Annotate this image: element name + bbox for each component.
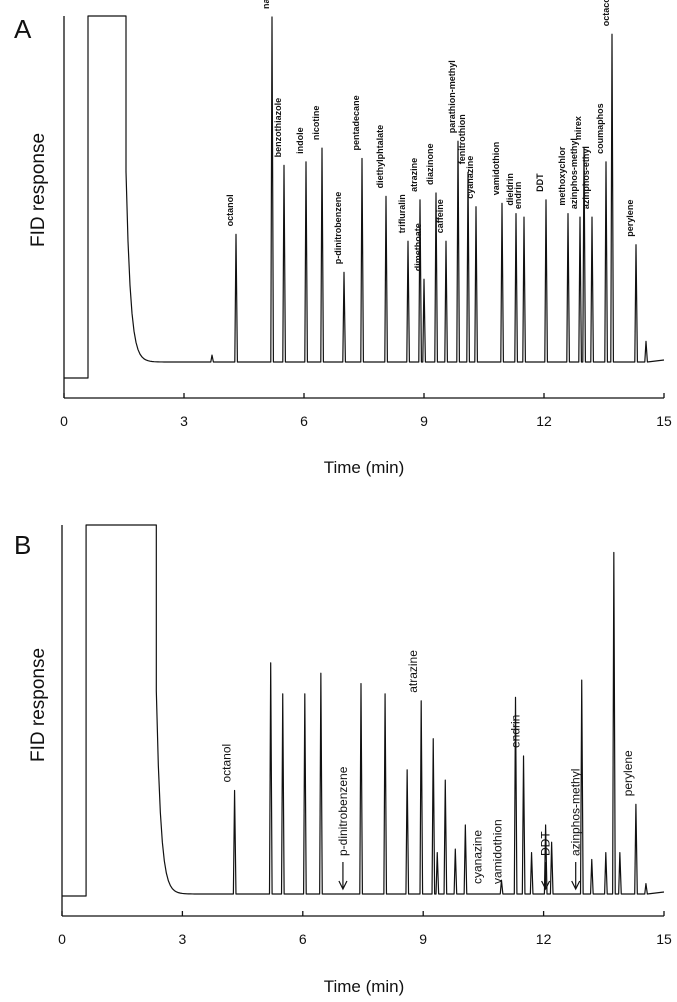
panel-b-x-tick-label: 0 <box>58 931 66 947</box>
peak-label-nicotine: nicotine <box>311 106 321 141</box>
peak-label-perylene: perylene <box>621 750 635 796</box>
peak-label-parathion-methyl: parathion-methyl <box>447 60 457 133</box>
panel-a-x-tick-label: 3 <box>180 413 188 429</box>
peak-label-octanol: octanol <box>225 194 235 226</box>
annotation-label-cyanazine: cyanazine <box>470 830 484 884</box>
peak-label-dimethoate: dimethoate <box>413 223 423 271</box>
peak-label-methoxychlor: methoxychlor <box>557 146 567 206</box>
panel-b-x-tick-label: 3 <box>179 931 187 947</box>
panel-b-peak-labels: octanol atrazine endrin perylene <box>220 650 635 797</box>
peak-label-perylene: perylene <box>625 200 635 237</box>
peak-label-naphtalene: naphtalene <box>261 0 271 9</box>
peak-label-ddt: DDT <box>535 173 545 192</box>
peak-label-octanol: octanol <box>220 744 234 783</box>
panel-a-x-tick-label: 6 <box>300 413 308 429</box>
panel-b-chromatogram: B FID response 0 3 6 9 12 15 octanol atrazine e… <box>14 524 672 996</box>
peak-label-atrazine: atrazine <box>409 158 419 192</box>
peak-label-trifluralin: trifluralin <box>397 194 407 233</box>
panel-a-x-axis-label: Time (min) <box>324 458 405 477</box>
peak-label-dieldrin: dieldrin <box>505 173 515 206</box>
panel-a-x-tick-label: 12 <box>536 413 552 429</box>
panel-b-x-tick-label: 9 <box>419 931 427 947</box>
annotation-arrowhead <box>571 880 581 891</box>
peak-label-azinphos-methyl: azinphos-methyl <box>569 138 579 209</box>
peak-label-diethylphtalate: diethylphtalate <box>375 125 385 189</box>
panel-b-x-tick-label: 15 <box>656 931 672 947</box>
peak-label-atrazine: atrazine <box>406 650 420 693</box>
peak-label-benzothiazole: benzothiazole <box>273 98 283 158</box>
panel-b-annotations: p-dinitrobenzene cyanazine vamidothion DDT a… <box>336 766 583 891</box>
annotation-label-azinphos-methyl: azinphos-methyl <box>569 769 583 856</box>
peak-label-fenitrothion: fenitrothion <box>457 114 467 164</box>
panel-b-trace <box>62 524 665 897</box>
peak-label-caffeine: caffeine <box>435 199 445 233</box>
annotation-arrowhead <box>338 880 348 891</box>
peak-label-octacosane: octacosane <box>601 0 611 26</box>
panel-a-x-tick-label: 9 <box>420 413 428 429</box>
annotation-label-vamidothion: vamidothion <box>490 819 504 884</box>
panel-a-chromatogram: A FID response 0 3 6 9 12 15 octanol naphtalen… <box>14 0 672 477</box>
panel-letter-a: A <box>14 14 32 44</box>
peak-label-pentadecane: pentadecane <box>351 95 361 150</box>
peak-label-indole: indole <box>295 127 305 154</box>
peak-label-vamidothion: vamidothion <box>491 142 501 196</box>
panel-letter-b: B <box>14 530 31 560</box>
peak-label-mirex: mirex <box>573 116 583 140</box>
peak-label-cyanazine: cyanazine <box>465 156 475 199</box>
peak-label-endrin: endrin <box>509 715 523 748</box>
peak-label-endrin: endrin <box>513 182 523 210</box>
peak-label-p-dinitrobenzene: p-dinitrobenzene <box>333 192 343 265</box>
peak-label-azinphos-ethyl: azinphos-ethyl <box>581 146 591 209</box>
panel-a-x-tick-label: 0 <box>60 413 68 429</box>
peak-label-diazinone: diazinone <box>425 143 435 185</box>
panel-a-x-ticks: 0 3 6 9 12 15 <box>60 393 672 429</box>
peak-label-coumaphos: coumaphos <box>595 103 605 154</box>
annotation-arrowhead <box>541 880 551 891</box>
panel-a-peak-labels: octanol naphtalene benzothiazole indole nico… <box>225 0 635 271</box>
panel-b-x-ticks: 0 3 6 9 12 15 <box>58 911 672 947</box>
panel-b-x-axis-label: Time (min) <box>324 977 405 996</box>
panel-a-x-tick-label: 15 <box>656 413 672 429</box>
panel-b-y-axis-label: FID response <box>28 648 49 762</box>
annotation-label-ddt: DDT <box>539 831 553 856</box>
panel-b-x-tick-label: 12 <box>536 931 552 947</box>
annotation-label-p-dinitrobenzene: p-dinitrobenzene <box>336 766 350 856</box>
panel-a-trace <box>64 15 665 379</box>
panel-a-y-axis-label: FID response <box>28 133 49 247</box>
panel-b-x-tick-label: 6 <box>299 931 307 947</box>
